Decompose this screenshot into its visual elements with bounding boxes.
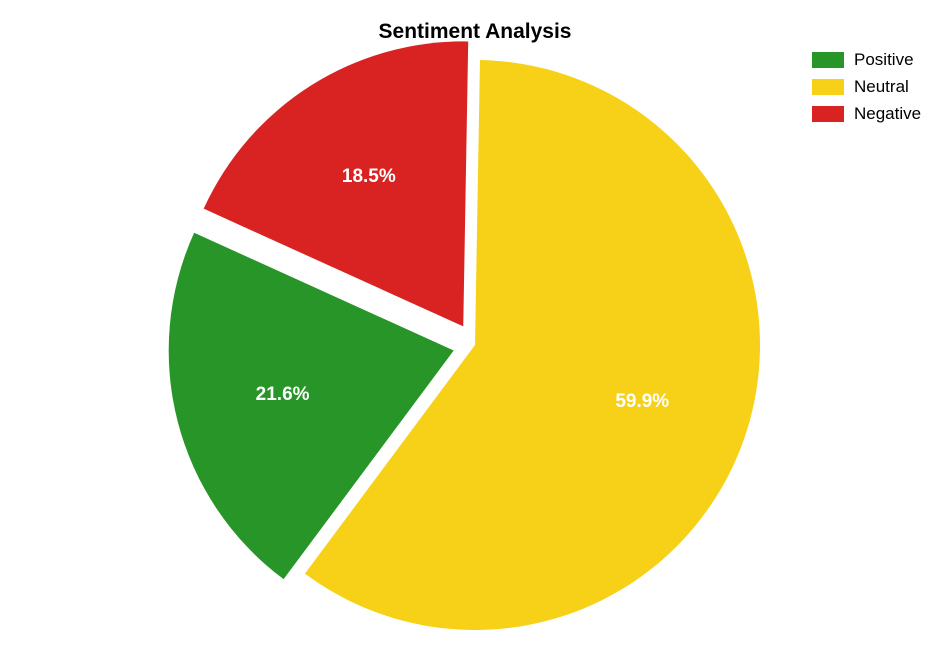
slice-label-positive: 21.6% <box>256 384 310 406</box>
slice-label-negative: 18.5% <box>342 166 396 188</box>
legend-label-negative: Negative <box>854 104 921 124</box>
legend-swatch-negative <box>812 106 844 122</box>
legend-item-neutral: Neutral <box>812 77 921 97</box>
legend: Positive Neutral Negative <box>812 50 921 131</box>
chart-container: { "chart": { "type": "pie", "title": "Se… <box>0 0 950 662</box>
legend-label-neutral: Neutral <box>854 77 909 97</box>
pie-chart <box>0 0 950 662</box>
legend-swatch-positive <box>812 52 844 68</box>
slice-label-neutral: 59.9% <box>615 391 669 413</box>
legend-item-negative: Negative <box>812 104 921 124</box>
legend-swatch-neutral <box>812 79 844 95</box>
legend-item-positive: Positive <box>812 50 921 70</box>
legend-label-positive: Positive <box>854 50 914 70</box>
